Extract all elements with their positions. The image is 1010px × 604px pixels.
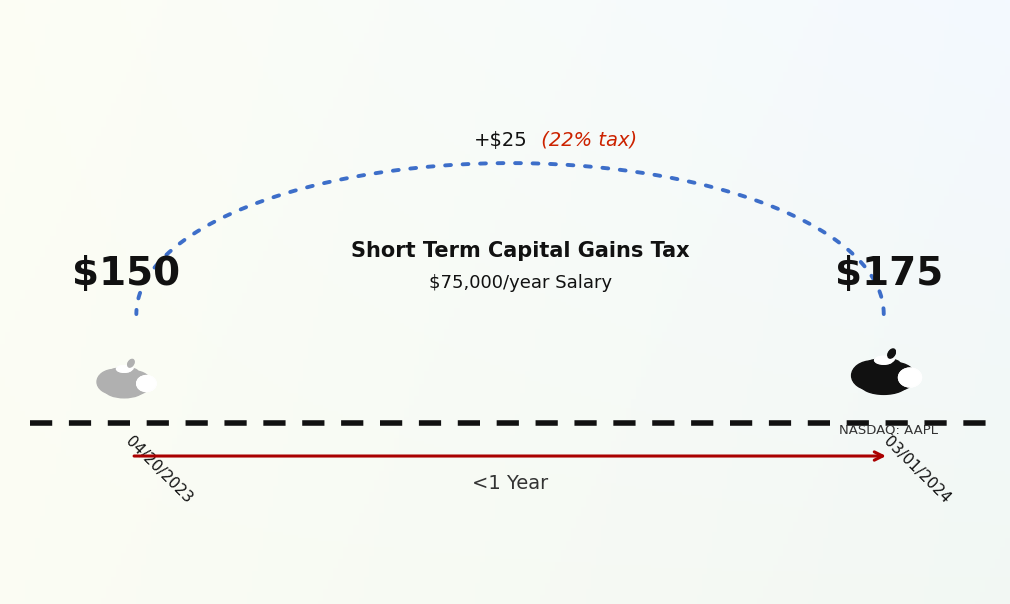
Ellipse shape xyxy=(880,357,894,362)
Text: 03/01/2024: 03/01/2024 xyxy=(880,434,952,506)
Ellipse shape xyxy=(888,349,895,358)
Ellipse shape xyxy=(899,368,921,387)
Ellipse shape xyxy=(110,368,127,376)
Ellipse shape xyxy=(899,368,921,387)
Ellipse shape xyxy=(128,360,134,367)
Ellipse shape xyxy=(875,356,893,364)
Ellipse shape xyxy=(876,356,892,364)
Ellipse shape xyxy=(117,371,150,395)
Ellipse shape xyxy=(868,359,887,368)
Ellipse shape xyxy=(121,366,133,371)
Text: $150: $150 xyxy=(72,255,181,293)
Text: $75,000/year Salary: $75,000/year Salary xyxy=(428,274,612,292)
Text: Short Term Capital Gains Tax: Short Term Capital Gains Tax xyxy=(350,241,690,262)
Ellipse shape xyxy=(116,365,132,372)
Ellipse shape xyxy=(851,361,892,390)
Ellipse shape xyxy=(97,370,131,394)
Ellipse shape xyxy=(128,359,134,367)
Ellipse shape xyxy=(121,368,138,376)
Text: +$25: +$25 xyxy=(474,130,527,150)
Text: 04/20/2023: 04/20/2023 xyxy=(122,434,195,506)
Text: $175: $175 xyxy=(834,255,943,293)
Ellipse shape xyxy=(861,374,907,394)
Ellipse shape xyxy=(117,365,131,372)
Ellipse shape xyxy=(876,362,915,391)
Ellipse shape xyxy=(136,376,157,391)
Ellipse shape xyxy=(105,381,143,398)
Text: <1 Year: <1 Year xyxy=(472,474,548,493)
Text: (22% tax): (22% tax) xyxy=(535,130,637,150)
Ellipse shape xyxy=(881,359,900,368)
Ellipse shape xyxy=(136,376,157,391)
Text: NASDAQ: AAPL: NASDAQ: AAPL xyxy=(839,423,938,437)
Ellipse shape xyxy=(888,350,895,358)
